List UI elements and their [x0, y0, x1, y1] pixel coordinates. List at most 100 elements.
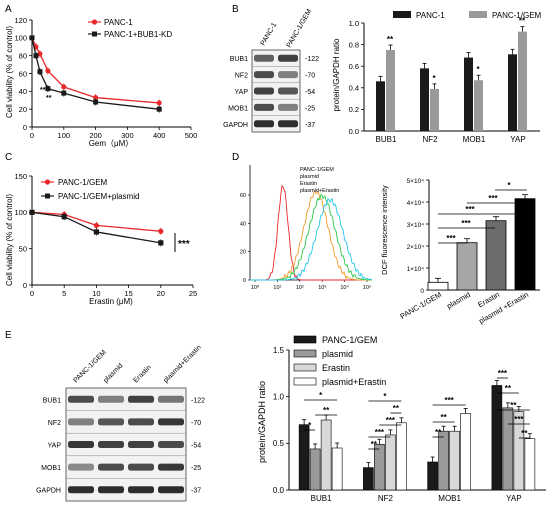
panel-d-bar-ylabel: DCF fluorescence intensity	[380, 185, 389, 275]
panel-b-legend: PANC-1 PANC-1/GEM	[393, 11, 542, 20]
y-tick-label: 1×10⁴	[407, 266, 425, 273]
blot-band	[98, 486, 124, 494]
panel-c-legend-1: PANC-1/GEM	[58, 178, 108, 187]
data-point	[33, 53, 39, 59]
hist-x-tick-label: 10²	[296, 285, 304, 291]
sig-label: *	[383, 392, 387, 401]
y-tick-label: 20	[19, 105, 27, 114]
hist-y-tick-label: 40	[240, 221, 246, 227]
bar	[514, 198, 536, 291]
d-sig-1: *	[507, 181, 511, 190]
blot-kda-label: -122	[191, 397, 205, 404]
blot-band	[68, 463, 94, 471]
hist-x-tick-label: 10⁵	[363, 284, 371, 291]
panel-d-hist-legend-1: PANC-1/GEM	[300, 167, 334, 173]
blot-kda-label: -70	[191, 420, 201, 427]
hist-y-tick-label: 60	[240, 193, 246, 199]
data-point	[156, 106, 162, 112]
histogram-curve	[250, 189, 372, 281]
hist-x-tick-label: 10¹	[273, 285, 281, 291]
bar	[474, 80, 483, 131]
blot-kda-label: -54	[305, 89, 315, 96]
blot-band	[158, 441, 184, 448]
blot-kda-label: -25	[191, 465, 201, 472]
data-point	[45, 86, 51, 92]
y-tick-label: 2×10⁴	[407, 244, 425, 251]
d-sig-5: ***	[446, 234, 456, 243]
panel-a-ylabel: Cell viability (% of control)	[5, 26, 14, 118]
x-tick-label: 20	[157, 289, 165, 298]
panel-b-legend-2: PANC-1/GEM	[492, 11, 542, 20]
bar	[309, 448, 321, 491]
hist-y-tick-label: 0	[243, 278, 246, 284]
bar	[518, 31, 527, 131]
panel-a-letter: A	[5, 4, 12, 15]
data-point	[93, 222, 99, 229]
y-tick-label: 60	[19, 69, 27, 78]
y-tick-label: 0.5	[273, 439, 285, 448]
blot-band	[254, 120, 274, 128]
sig-label: ***	[375, 428, 385, 437]
data-point	[45, 68, 51, 74]
blot-band	[98, 463, 124, 471]
data-point	[61, 84, 67, 90]
bar	[491, 385, 503, 491]
blot-band	[68, 486, 94, 494]
blot-band	[128, 395, 154, 403]
blot-protein-label: GAPDH	[36, 488, 61, 495]
d-sig-2: ***	[488, 194, 498, 203]
y-tick-label: 0.6	[349, 62, 359, 71]
legend-swatch-panc1-gem	[469, 11, 487, 18]
bar	[385, 434, 396, 491]
y-tick-label: 150	[14, 172, 27, 181]
y-tick-label: 5×10⁴	[407, 178, 425, 185]
legend-swatch	[293, 335, 317, 344]
sig-label: **	[521, 429, 528, 438]
blot-protein-label: BUB1	[43, 397, 61, 404]
blot-kda-label: -37	[191, 488, 201, 495]
blot-protein-label: NF2	[235, 73, 248, 80]
panel-d-hist-legend-2: plasmid	[300, 174, 319, 180]
y-tick-label: 0.8	[349, 40, 359, 49]
sig-label: **	[393, 404, 400, 413]
sig-label: **	[441, 413, 448, 422]
y-tick-label: 4×10⁴	[407, 200, 425, 207]
data-point	[156, 100, 162, 106]
panel-c-ylabel: Cell viability (% of control)	[5, 194, 14, 286]
blot-band	[158, 463, 184, 471]
category-label: YAP	[506, 494, 521, 503]
blot-band	[68, 418, 94, 426]
blot-kda-label: -37	[305, 122, 315, 129]
bar	[449, 430, 460, 491]
hist-x-tick-label: 10⁴	[340, 284, 349, 291]
legend-marker-panc1	[91, 19, 98, 25]
category-label: NF2	[378, 494, 394, 503]
category-label: MOB1	[438, 494, 461, 503]
bar	[460, 413, 471, 491]
panel-e-ylabel: protein/GAPDH ratio	[257, 381, 267, 463]
panel-c-legend: PANC-1/GEM PANC-1/GEM+plasmid	[41, 178, 139, 201]
y-tick-label: 0	[23, 281, 27, 290]
blot-band	[278, 54, 298, 62]
y-tick-label: 0.0	[273, 486, 285, 495]
bar	[396, 422, 407, 491]
blot-band	[128, 463, 154, 471]
panel-a-legend: PANC-1 PANC-1+BUB1-KD	[88, 18, 172, 39]
d-sig-4: ***	[461, 219, 471, 228]
blot-band	[278, 71, 298, 79]
blot-band	[278, 120, 298, 128]
legend-swatch	[293, 377, 317, 386]
panel-a-xlabel: Gem（μM）	[89, 139, 134, 148]
y-tick-label: 1.0	[273, 392, 285, 401]
series-line	[31, 211, 161, 244]
bar	[427, 281, 449, 291]
sig-label: *	[319, 391, 323, 400]
blot-band	[158, 418, 184, 426]
y-tick-label: 1.0	[349, 19, 359, 28]
hist-x-tick-label: 10³	[318, 285, 326, 291]
sig-label: **	[505, 384, 512, 393]
histogram-curve	[250, 184, 372, 281]
bar	[438, 430, 449, 491]
y-tick-label: 0	[23, 123, 27, 132]
data-point	[29, 209, 35, 215]
